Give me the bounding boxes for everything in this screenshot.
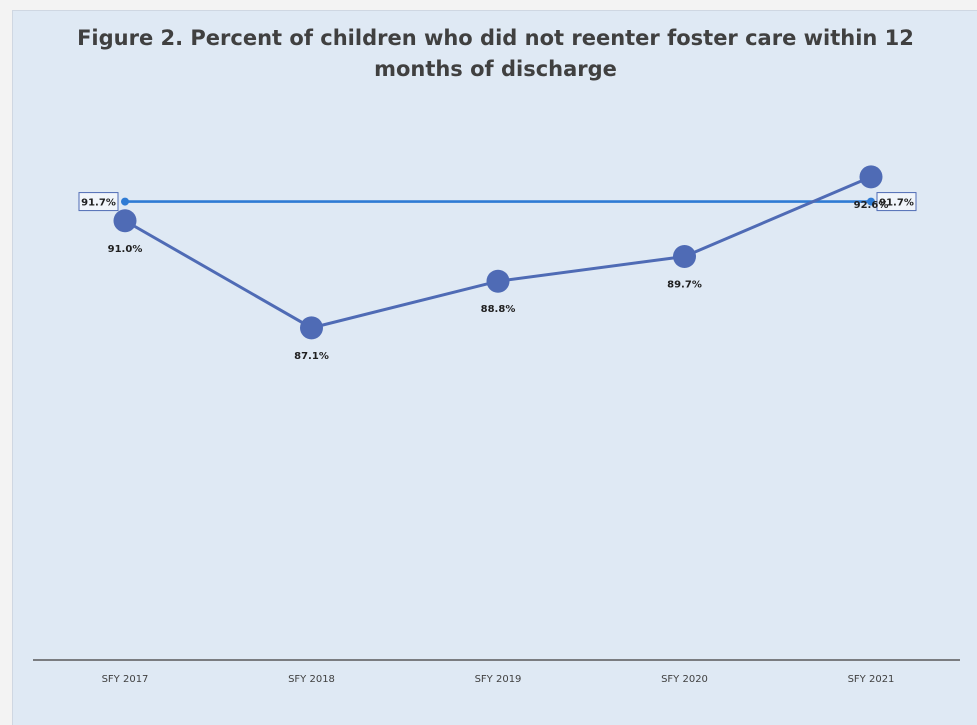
- chart-title-line-2: months of discharge: [374, 57, 617, 81]
- series-marker: [859, 165, 883, 189]
- x-tick-label: SFY 2019: [475, 674, 522, 685]
- series-data-label: 89.7%: [667, 279, 702, 290]
- series-marker: [673, 244, 696, 268]
- series-data-label: 91.0%: [108, 244, 143, 255]
- x-tick-label: SFY 2021: [848, 674, 895, 685]
- chart-title-line-1: Figure 2. Percent of children who did no…: [77, 26, 914, 50]
- series-marker: [113, 209, 137, 233]
- series-data-label: 88.8%: [481, 304, 516, 315]
- series-marker: [300, 316, 323, 340]
- series-marker: [486, 269, 510, 293]
- chart-title: Figure 2. Percent of children who did no…: [13, 23, 977, 85]
- target-data-label-box: [78, 192, 119, 212]
- plot-area: SFY 2017 SFY 2018 SFY 2019 SFY 2020 SFY 2021…: [33, 165, 960, 685]
- chart-area: Figure 2. Percent of children who did no…: [12, 10, 977, 725]
- x-tick-label: SFY 2018: [288, 674, 335, 685]
- target-data-label-box: [876, 192, 917, 212]
- series-data-label: 92.6%: [854, 200, 889, 211]
- x-tick-label: SFY 2017: [102, 674, 149, 685]
- target-data-label: 91.7%: [879, 198, 914, 209]
- target-data-label: 91.7%: [81, 198, 116, 209]
- target-series-marker: [867, 197, 875, 206]
- target-series-marker: [121, 197, 129, 206]
- x-tick-label: SFY 2020: [661, 674, 708, 685]
- series-data-label: 87.1%: [294, 351, 329, 362]
